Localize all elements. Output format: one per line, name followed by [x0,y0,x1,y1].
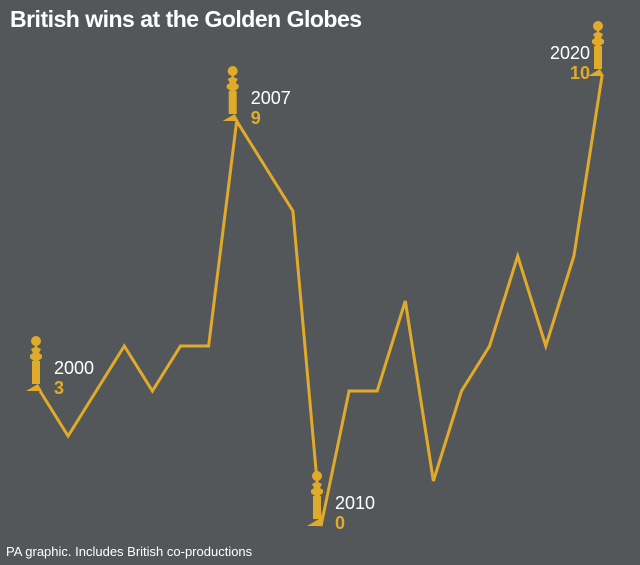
golden-globe-trophy-icon [26,336,42,391]
series-line [38,75,604,527]
annotation-year: 2000 [54,358,94,378]
golden-globe-trophy-icon [588,21,604,76]
annotation-year: 2007 [251,88,291,108]
annotation-value: 9 [251,108,261,128]
annotation-value: 10 [570,63,590,83]
source-note: PA graphic. Includes British co-producti… [6,544,253,559]
annotation-year: 2020 [550,43,590,63]
golden-globe-trophy-icon [307,471,323,526]
chart-title: British wins at the Golden Globes [10,6,362,32]
annotation-year: 2010 [335,493,375,513]
annotation-value: 0 [335,513,345,533]
annotation-value: 3 [54,378,64,398]
golden-globe-trophy-icon [222,66,239,121]
